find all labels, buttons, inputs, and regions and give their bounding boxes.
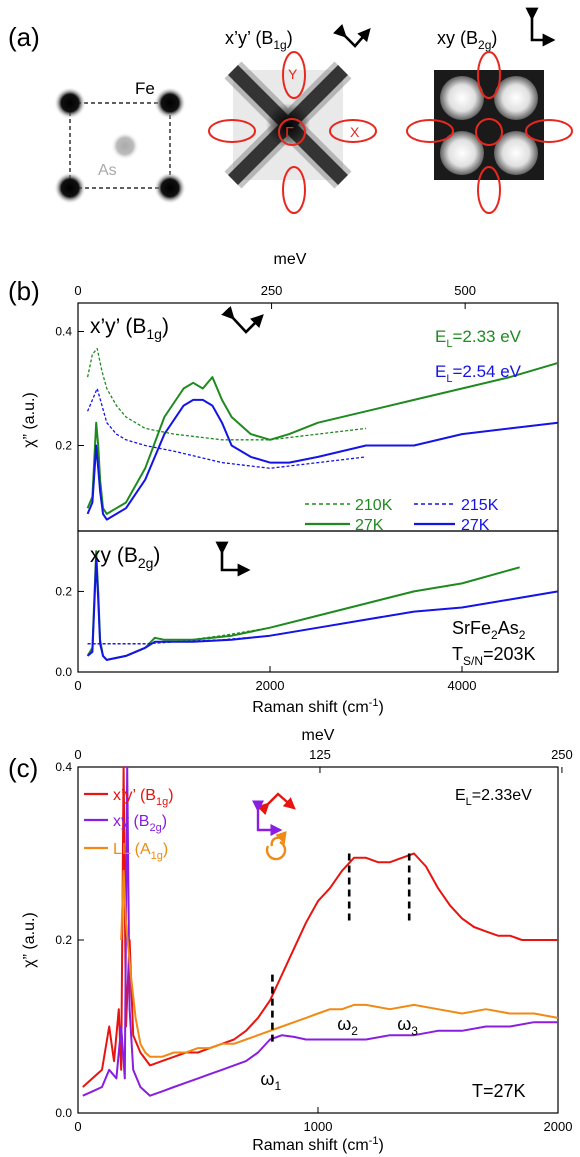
polarization-arrows-icon xyxy=(333,24,371,48)
x-tick-label: 0 xyxy=(74,678,81,693)
polarization-arrows-icon xyxy=(215,541,251,577)
y-axis-label: χ” (a.u.) xyxy=(21,912,38,968)
pocket-y-label: Y xyxy=(288,66,298,82)
x-tick-label: 2000 xyxy=(256,678,285,693)
panel-c-label: (c) xyxy=(8,753,38,783)
temperature-label: T=27K xyxy=(472,1081,526,1101)
fe-atom xyxy=(54,172,86,204)
as-label: As xyxy=(98,162,117,179)
fermi-pockets xyxy=(208,51,377,214)
polarization-arrows-icon xyxy=(525,7,556,47)
y-tick-label: 0.2 xyxy=(55,933,72,947)
fe-atom xyxy=(154,87,186,119)
c-series xyxy=(82,766,559,1097)
pocket-x-label: X xyxy=(350,124,360,140)
b-bottom-title: xy (B2g) xyxy=(90,544,160,571)
b-bottom-axes: 0.0 0.2 0 2000 4000 xyxy=(55,584,476,693)
series-line-green-dashed xyxy=(86,347,367,441)
b1g-map-title: x’y’ (B1g) xyxy=(225,28,293,52)
legend-label: xy (B2g) xyxy=(113,813,167,834)
el-annotation-green: EL=2.33 eV xyxy=(435,327,522,350)
polarization-arrows-icon xyxy=(256,792,296,816)
c-legend: x’y’ (B1g) xy (B2g) LL (A1g) xyxy=(84,787,296,862)
top-axis-label: meV xyxy=(274,251,307,268)
omega-label: ω3 xyxy=(397,1014,418,1038)
y-tick-label: 0.4 xyxy=(55,760,72,774)
unit-cell-outline xyxy=(69,102,171,189)
legend-label: 27K xyxy=(461,517,490,534)
series-line-purple xyxy=(82,766,558,1097)
b-legend: 210K 215K 27K 27K xyxy=(305,497,499,534)
y-axis-label: χ” (a.u.) xyxy=(21,392,38,448)
plot-frame-bottom xyxy=(77,530,559,673)
top-tick-label: 0 xyxy=(74,747,81,762)
polarization-arrows-icon xyxy=(252,800,283,836)
series-line-green xyxy=(86,361,559,515)
series-line-blue-dashed xyxy=(87,590,559,645)
fe-as-lattice: Fe As xyxy=(54,79,186,204)
fe-atom xyxy=(54,87,86,119)
material-label: SrFe2As2 xyxy=(452,618,526,642)
y-tick-label: 0.2 xyxy=(55,439,72,453)
legend-label: x’y’ (B1g) xyxy=(113,787,174,808)
y-tick-label: 0.0 xyxy=(55,665,72,679)
top-tick-label: 250 xyxy=(261,283,283,298)
plot-frame-c xyxy=(77,766,559,1114)
tsn-label: TS/N=203K xyxy=(452,644,536,668)
b2g-map-title: xy (B2g) xyxy=(437,28,497,52)
top-tick-label: 0 xyxy=(74,283,81,298)
top-tick-label: 250 xyxy=(551,747,573,762)
b-top-series xyxy=(86,347,559,521)
polarization-arrows-icon xyxy=(221,305,264,334)
top-tick-label: 125 xyxy=(309,747,331,762)
x-axis-label: Raman shift (cm-1) xyxy=(252,697,384,716)
x-tick-label: 4000 xyxy=(448,678,477,693)
pocket-gamma-label: Γ xyxy=(285,125,294,142)
series-line-blue xyxy=(86,398,559,521)
legend-label: 215K xyxy=(461,497,499,514)
panel-b-label: (b) xyxy=(8,276,40,306)
x-tick-label: 0 xyxy=(74,1119,81,1134)
b2g-intensity-map: xy (B2g) xyxy=(406,7,573,214)
fe-atom xyxy=(154,172,186,204)
circular-polarization-icon xyxy=(265,830,287,861)
fe-label: Fe xyxy=(135,79,155,98)
c-omega-markers: ω1 ω2 ω3 xyxy=(260,853,418,1093)
y-tick-label: 0.2 xyxy=(55,584,72,598)
legend-label: 27K xyxy=(355,517,384,534)
b1g-intensity-map: x’y’ (B1g) Y X Γ xyxy=(208,24,377,214)
panel-b: (b) meV 0.2 0.4 0 250 500 0.0 0.2 0 2000 4000 χ”… xyxy=(8,251,559,716)
y-tick-label: 0.4 xyxy=(55,325,72,339)
top-tick-label: 500 xyxy=(454,283,476,298)
omega-label: ω2 xyxy=(337,1014,358,1038)
legend-label: LL (A1g) xyxy=(113,841,168,862)
b-bottom-series xyxy=(86,550,559,661)
x-tick-label: 2000 xyxy=(544,1119,573,1134)
series-line-blue-dashed xyxy=(87,387,367,469)
el-annotation: EL=2.33eV xyxy=(455,787,532,808)
el-annotation-blue: EL=2.54 eV xyxy=(435,362,522,385)
b-top-title: x’y’ (B1g) xyxy=(90,315,169,342)
x-axis-label: Raman shift (cm-1) xyxy=(252,1135,384,1154)
y-tick-label: 0.0 xyxy=(55,1106,72,1120)
top-axis-label: meV xyxy=(302,727,335,744)
fermi-pockets xyxy=(406,51,573,214)
panel-a: (a) Fe As x’y’ (B1g) xyxy=(8,7,573,214)
b-top-axes: 0.2 0.4 0 250 500 xyxy=(55,283,476,453)
panel-a-label: (a) xyxy=(8,22,40,52)
x-tick-label: 1000 xyxy=(304,1119,333,1134)
legend-label: 210K xyxy=(355,497,393,514)
as-atom xyxy=(111,132,139,160)
series-line-orange xyxy=(120,869,559,1058)
omega-label: ω1 xyxy=(260,1069,281,1093)
